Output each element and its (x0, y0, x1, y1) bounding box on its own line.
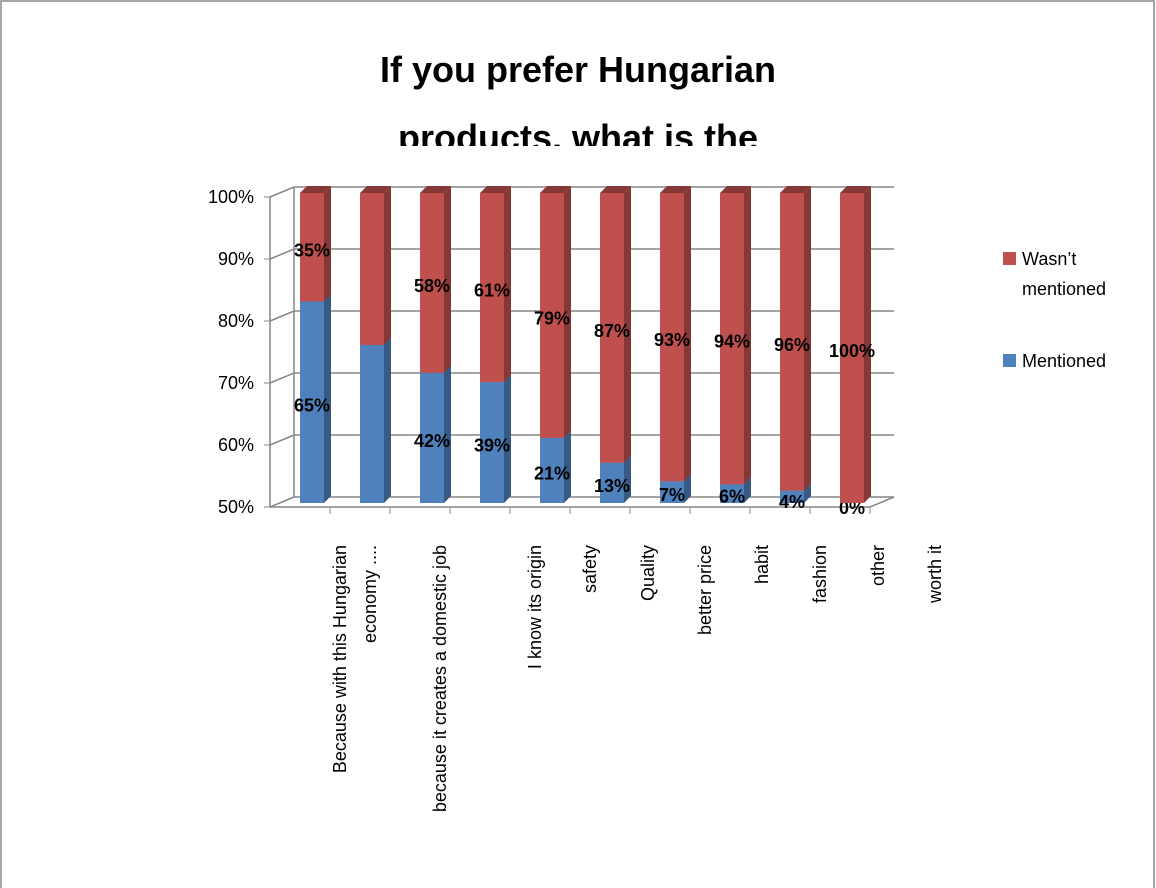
data-label: 79% (534, 308, 570, 328)
data-label: 100% (829, 341, 875, 361)
bar-side (864, 186, 871, 503)
bar (360, 344, 384, 503)
bar-top (480, 186, 511, 193)
bar-side (444, 186, 451, 373)
legend-label: Mentioned (1022, 351, 1106, 371)
bar (780, 193, 804, 491)
bar (540, 193, 564, 438)
legend-label: Wasn’t mentioned (1022, 249, 1106, 299)
x-tick-label: Because with this Hungarian economy .... (330, 545, 380, 773)
bar-top (660, 186, 691, 193)
bar-side (624, 186, 631, 463)
bar-top (540, 186, 571, 193)
bar-top (840, 186, 871, 193)
bar (660, 481, 684, 503)
y-tick-label: 50% (218, 497, 254, 517)
bar-top (780, 186, 811, 193)
bar (780, 490, 804, 503)
bar-side (684, 186, 691, 482)
bar-top (300, 186, 331, 193)
bar (600, 462, 624, 503)
data-label: 87% (594, 321, 630, 341)
bar-top (360, 186, 391, 193)
bar-side (564, 186, 571, 438)
x-tick-label: I know its origin (525, 545, 545, 669)
bar-side (684, 474, 691, 503)
data-label: 58% (414, 276, 450, 296)
x-tick-label: because it creates a domestic job (430, 545, 450, 812)
y-tick-label: 80% (218, 311, 254, 331)
data-label: 35% (294, 240, 330, 260)
x-tick-label: Quality (638, 545, 658, 601)
bar (660, 193, 684, 482)
bar (840, 193, 864, 503)
bar (420, 193, 444, 373)
data-label: 4% (779, 492, 805, 512)
bar-side (744, 186, 751, 485)
bar (540, 437, 564, 503)
x-tick-label: safety (580, 545, 600, 593)
y-tick-label: 70% (218, 373, 254, 393)
bar (300, 301, 324, 503)
bar (360, 193, 384, 345)
y-tick-label: 60% (218, 435, 254, 455)
bar-side (804, 483, 811, 503)
bar-side (564, 430, 571, 503)
bar-side (324, 294, 331, 503)
bar-side (744, 477, 751, 503)
legend-swatch (1003, 252, 1016, 265)
data-label: 39% (474, 436, 510, 456)
data-label: 42% (414, 431, 450, 451)
bar-side (444, 365, 451, 503)
bar (300, 193, 324, 302)
data-label: 21% (534, 463, 570, 483)
y-tick-label: 90% (218, 249, 254, 269)
data-label: 6% (719, 487, 745, 507)
x-tick-label: habit (752, 545, 772, 584)
data-label: 13% (594, 476, 630, 496)
x-tick-label: worth it (925, 545, 945, 604)
data-label: 61% (474, 281, 510, 301)
x-tick-label: fashion (810, 545, 830, 603)
y-tick-label: 100% (208, 187, 254, 207)
bar (720, 193, 744, 485)
bar-side (384, 337, 391, 503)
bar-top (420, 186, 451, 193)
legend-swatch (1003, 354, 1016, 367)
x-tick-label: better price (695, 545, 715, 635)
chart-title: If you prefer Hungarian products, what is… (380, 49, 776, 226)
bar-side (804, 186, 811, 491)
bar-side (384, 186, 391, 345)
bar (420, 372, 444, 503)
data-label: 93% (654, 330, 690, 350)
bar (600, 193, 624, 463)
data-label: 96% (774, 335, 810, 355)
bar-top (720, 186, 751, 193)
data-label: 65% (294, 395, 330, 415)
data-label: 7% (659, 485, 685, 505)
bar (480, 382, 504, 503)
bar (720, 484, 744, 503)
bar-top (600, 186, 631, 193)
bar (480, 193, 504, 383)
bar-side (624, 455, 631, 503)
bar-side (324, 186, 331, 302)
bar-side (504, 186, 511, 383)
x-tick-label: other (868, 545, 888, 586)
data-label: 94% (714, 332, 750, 352)
bar-side (504, 375, 511, 503)
